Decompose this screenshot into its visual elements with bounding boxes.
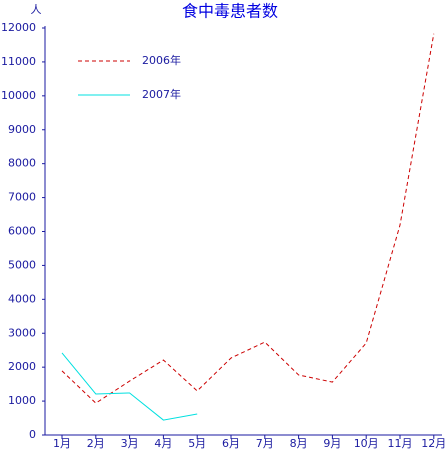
x-tick-label: 3月 bbox=[121, 437, 139, 450]
y-tick-label: 8000 bbox=[8, 157, 36, 170]
y-tick-label: 3000 bbox=[8, 326, 36, 339]
x-tick-label: 7月 bbox=[256, 437, 274, 450]
y-tick-label: 0 bbox=[29, 428, 36, 441]
series-line bbox=[61, 33, 435, 404]
x-tick-label: 4月 bbox=[154, 437, 172, 450]
y-tick-label: 6000 bbox=[8, 225, 36, 238]
series-line bbox=[61, 352, 198, 421]
x-tick-label: 1月 bbox=[53, 437, 71, 450]
x-tick-label: 5月 bbox=[188, 437, 206, 450]
legend-label: 2007年 bbox=[142, 87, 181, 101]
y-tick-label: 11000 bbox=[1, 55, 36, 68]
y-tick-label: 10000 bbox=[1, 89, 36, 102]
x-tick-label: 12月 bbox=[421, 437, 446, 450]
x-tick-label: 10月 bbox=[354, 437, 379, 450]
legend-label: 2006年 bbox=[142, 53, 181, 67]
x-tick-label: 9月 bbox=[323, 437, 341, 450]
y-tick-label: 9000 bbox=[8, 123, 36, 136]
y-tick-label: 1000 bbox=[8, 394, 36, 407]
x-tick-label: 2月 bbox=[87, 437, 105, 450]
chart-title: 食中毒患者数 bbox=[182, 2, 278, 21]
y-axis-label: 人 bbox=[31, 3, 42, 16]
x-tick-label: 11月 bbox=[388, 437, 413, 450]
y-tick-label: 5000 bbox=[8, 258, 36, 271]
x-tick-label: 6月 bbox=[222, 437, 240, 450]
y-tick-label: 2000 bbox=[8, 360, 36, 373]
y-tick-label: 7000 bbox=[8, 191, 36, 204]
y-tick-label: 12000 bbox=[1, 21, 36, 34]
y-tick-label: 4000 bbox=[8, 292, 36, 305]
x-tick-label: 8月 bbox=[290, 437, 308, 450]
